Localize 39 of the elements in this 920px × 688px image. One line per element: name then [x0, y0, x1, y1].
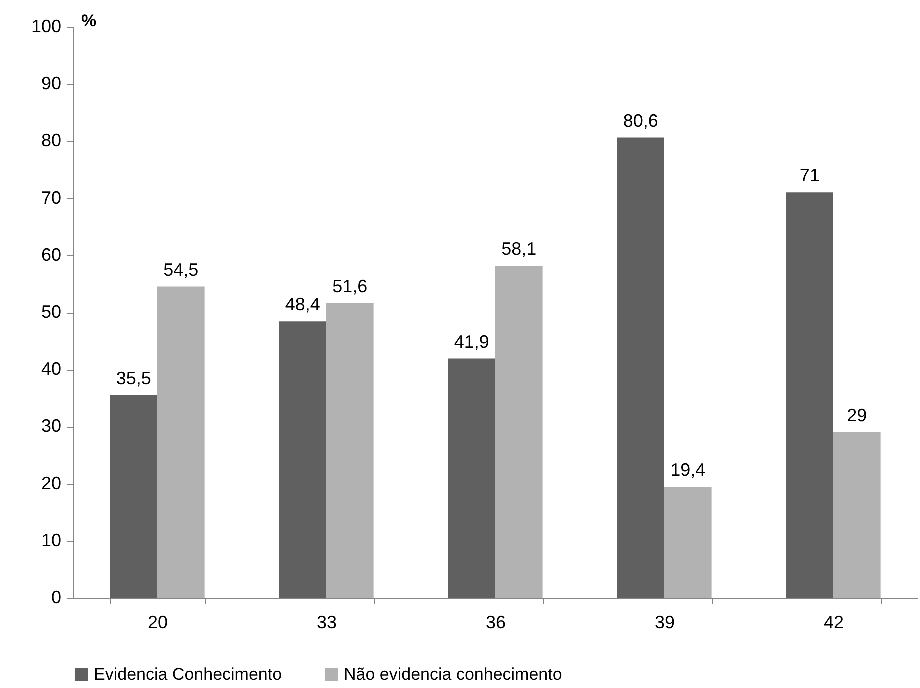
- data-label: 19,4: [670, 460, 706, 480]
- x-tick-label: 20: [148, 612, 168, 632]
- bar: [786, 192, 834, 598]
- bar: [617, 138, 664, 598]
- data-label: 48,4: [285, 294, 320, 315]
- x-tick-label: 42: [824, 612, 844, 632]
- y-tick-label: 90: [41, 74, 62, 94]
- y-tick-label: 80: [41, 130, 62, 151]
- data-label: 35,5: [116, 368, 152, 388]
- y-axis-title: %: [82, 12, 97, 30]
- bar: [664, 487, 712, 598]
- bar: [158, 286, 205, 598]
- y-tick-label: 0: [51, 588, 62, 608]
- legend-label: Evidencia Conhecimento: [94, 664, 282, 684]
- y-tick-label: 50: [41, 302, 62, 322]
- data-label: 29: [847, 405, 868, 426]
- x-tick-label: 39: [654, 612, 676, 632]
- data-label: 51,6: [332, 276, 368, 296]
- data-label: 71: [800, 166, 820, 186]
- x-tick-label: 33: [316, 612, 338, 632]
- y-tick-label: 70: [41, 188, 62, 208]
- bar: [448, 358, 496, 598]
- y-tick-label: 100: [31, 16, 62, 36]
- bar: [110, 395, 158, 598]
- y-tick-label: 20: [41, 473, 62, 494]
- data-label: 41,9: [454, 332, 490, 352]
- y-tick-label: 40: [41, 359, 62, 380]
- y-tick-label: 60: [41, 244, 62, 265]
- legend-label: Não evidencia conhecimento: [344, 664, 562, 684]
- y-tick-label: 10: [41, 530, 62, 550]
- x-tick-label: 36: [486, 612, 506, 632]
- data-label: 54,5: [164, 260, 199, 280]
- data-label: 80,6: [623, 110, 658, 131]
- bar: [834, 432, 881, 598]
- bar: [279, 322, 326, 598]
- y-tick-label: 30: [41, 416, 62, 436]
- data-label: 58,1: [502, 239, 537, 260]
- bar: [496, 266, 543, 598]
- bar: [326, 303, 374, 598]
